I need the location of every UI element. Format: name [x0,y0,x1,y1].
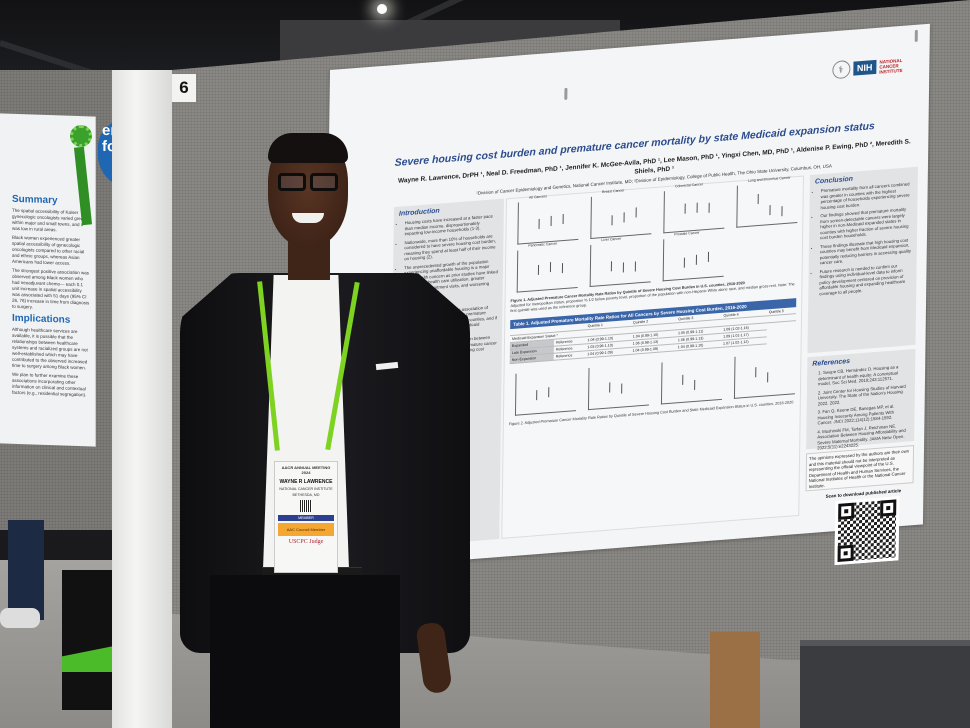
black-pants [210,575,400,728]
name-badge: AACR ANNUAL MEETING 2024 WAYNE R LAWRENC… [274,461,338,573]
mini-forest-plot: Prostate Cancer [662,231,725,282]
mini-forest-plot: Pancreatic Cancer [516,242,579,293]
ceiling-light [377,4,387,14]
eyeglasses-icon [278,173,338,191]
push-pin-icon [914,29,918,42]
passerby-legs-right [710,632,760,728]
badge-qr-icon [300,500,312,512]
disclaimer: The opinions expressed by the authors ar… [805,445,915,492]
mini-forest-plot: Lung and Bronchus Cancer [736,176,798,228]
push-pin-icon [564,87,568,100]
mini-forest-plot [514,369,577,416]
badge-member-strip: MEMBER [278,515,334,521]
badge-location: BETHESDA, MD [292,493,320,497]
summary-bullet: Black women experienced greater spatial … [12,234,85,266]
ribbon-tail [73,146,93,226]
board-divider-column [112,70,172,728]
implications-bullet: We plan to further examine these associa… [12,371,87,398]
badge-name: WAYNE R LAWRENCE [279,479,333,485]
conclusion-bullet: Our findings showed that premature morta… [820,206,912,241]
qr-code-icon [834,496,900,566]
mini-forest-plot: All Cancers [517,194,579,245]
conclusion-bullet: Premature mortality from all cancers com… [820,181,912,210]
mini-forest-plot: Breast Cancer [590,188,652,239]
mini-forest-plot [733,352,796,399]
summary-bullet: The strongest positive association was o… [12,267,90,310]
conclusion-panel: Conclusion Premature mortality from all … [807,166,918,354]
implications-heading: Implications [12,312,71,326]
figure1-grid: All Cancers Breast Cancer Colorectal Can… [511,176,798,293]
hair [268,133,348,163]
hhs-eagle-icon: ⚕ [831,59,851,80]
implications-bullet: Although healthcare services are availab… [12,326,88,371]
badge-event: AACR ANNUAL MEETING 2024 [281,465,331,475]
booth-number: 6 [172,74,196,102]
smile [292,213,324,223]
rosette-icon [70,125,92,147]
badge-council-strip: AAC Council Member [278,523,334,536]
passerby-legs [8,520,44,620]
mini-forest-plot [660,357,723,405]
nih-logo: NIH [852,59,877,76]
display-table [800,640,970,728]
tote-bag [62,570,114,710]
presenter: AACR ANNUAL MEETING 2024 WAYNE R LAWRENC… [170,133,480,728]
figures-panel: All Cancers Breast Cancer Colorectal Can… [501,175,804,539]
references-panel: References 1. Swope CB, Hernández D. Hou… [806,348,916,451]
sneaker [0,608,40,628]
mini-forest-plot [587,363,650,411]
conclusion-bullet: These findings illustrate that high hous… [820,237,912,266]
badge-organization: NATIONAL CANCER INSTITUTE [279,487,333,491]
nci-label: NATIONAL CANCER INSTITUTE [879,57,903,75]
mini-forest-plot: Liver Cancer [589,237,652,288]
nih-nci-logo: ⚕ NIH NATIONAL CANCER INSTITUTE [831,55,912,80]
conclusion-bullet: Future research is needed to confirm our… [819,262,911,297]
award-ribbon-icon [70,125,94,226]
mini-forest-plot: Colorectal Cancer [663,182,725,234]
badge-judge-strip: USCPC Judge [288,539,324,545]
